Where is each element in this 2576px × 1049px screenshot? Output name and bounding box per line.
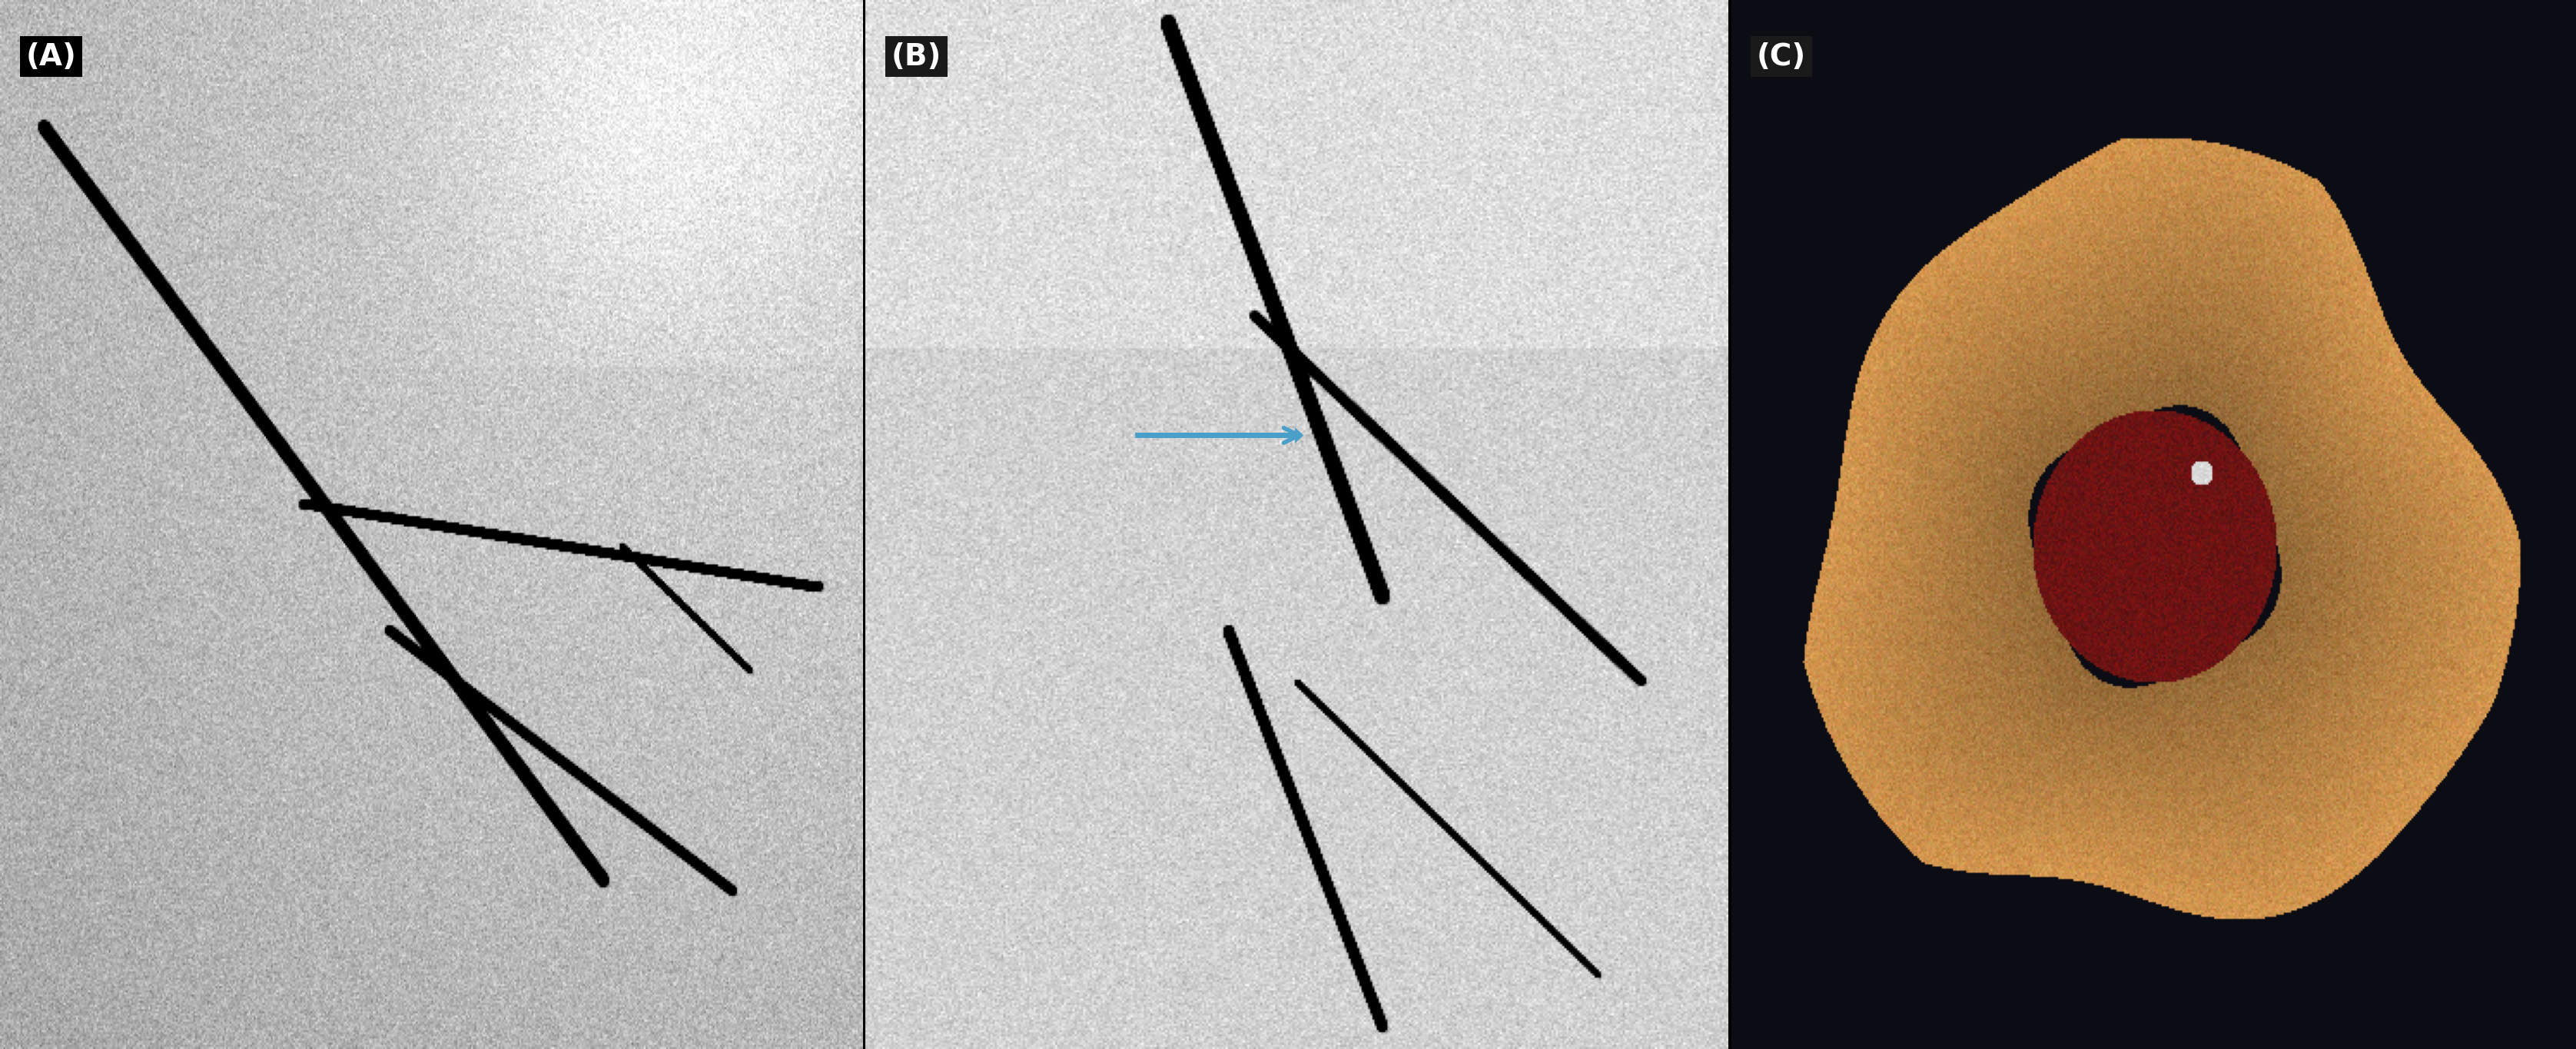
Text: (A): (A) (26, 42, 77, 71)
Text: (C): (C) (1757, 42, 1806, 71)
Text: (B): (B) (891, 42, 943, 71)
